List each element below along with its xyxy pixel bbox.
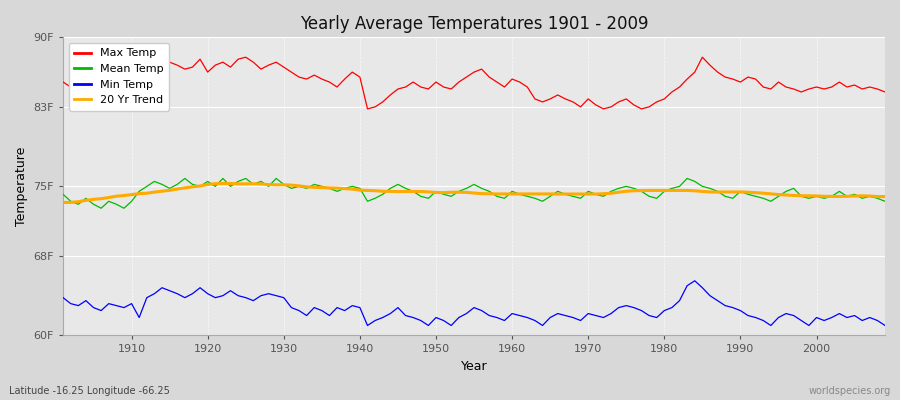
Text: worldspecies.org: worldspecies.org — [809, 386, 891, 396]
Text: Latitude -16.25 Longitude -66.25: Latitude -16.25 Longitude -66.25 — [9, 386, 170, 396]
X-axis label: Year: Year — [461, 360, 488, 373]
Legend: Max Temp, Mean Temp, Min Temp, 20 Yr Trend: Max Temp, Mean Temp, Min Temp, 20 Yr Tre… — [68, 43, 169, 111]
Title: Yearly Average Temperatures 1901 - 2009: Yearly Average Temperatures 1901 - 2009 — [300, 15, 648, 33]
Y-axis label: Temperature: Temperature — [15, 147, 28, 226]
